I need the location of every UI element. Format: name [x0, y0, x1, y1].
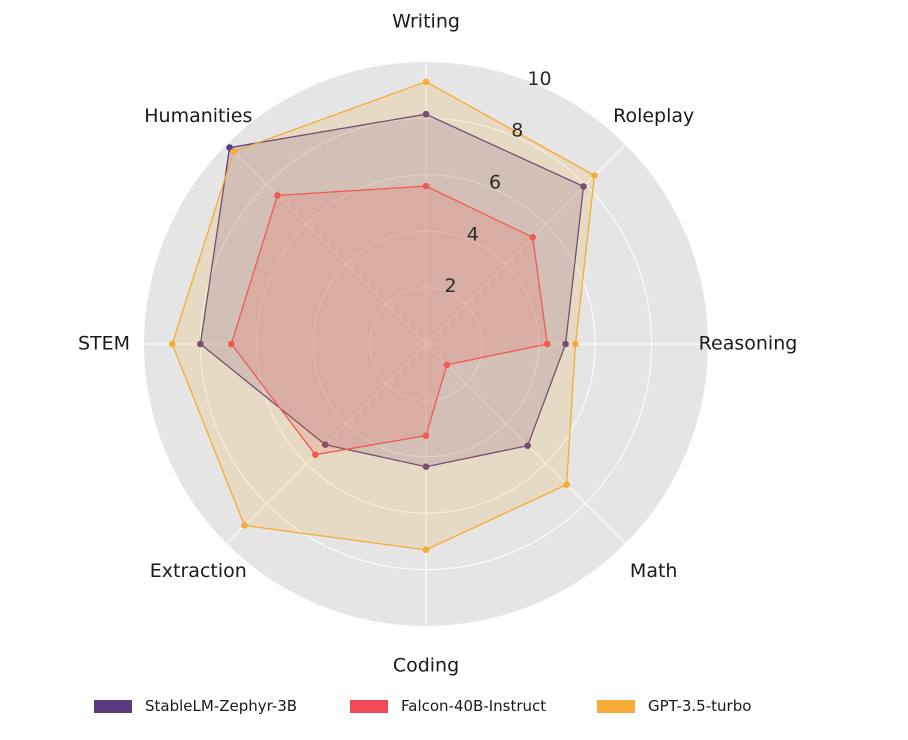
legend-label-series-3: GPT-3.5-turbo — [648, 697, 752, 715]
data-point-2-8 — [274, 192, 281, 199]
legend-item-series-3: GPT-3.5-turbo — [597, 697, 751, 715]
category-label-6: Extraction — [150, 560, 247, 582]
data-point-3-4 — [563, 481, 570, 488]
radar-chart: 2 4 6 8 10 Writing Roleplay Reasoning Math Codin… — [78, 11, 797, 677]
category-label-3: Reasoning — [699, 333, 798, 355]
data-point-1-5 — [422, 463, 430, 470]
data-point-1-6 — [322, 441, 329, 448]
category-label-7: STEM — [78, 333, 130, 355]
category-label-2: Roleplay — [613, 105, 694, 127]
data-point-1-4 — [524, 442, 531, 449]
category-labels: Writing Roleplay Reasoning Math Coding Extrac… — [78, 11, 797, 677]
series-2 — [228, 182, 551, 458]
data-point-3-5 — [422, 546, 430, 554]
data-point-1-8 — [226, 144, 233, 151]
legend-item-series-1: StableLM-Zephyr-3B — [94, 697, 297, 715]
radial-tick-label-4: 8 — [511, 120, 523, 142]
data-point-1-7 — [197, 340, 204, 348]
data-point-2-3 — [543, 340, 551, 348]
category-label-4: Math — [630, 560, 678, 582]
series-layer — [168, 78, 598, 554]
radial-tick-label-2: 4 — [467, 223, 479, 245]
series-3 — [168, 78, 598, 554]
data-point-1-2 — [580, 183, 587, 190]
data-point-1-3 — [562, 340, 569, 348]
category-label-5: Coding — [393, 655, 459, 677]
legend-swatch-series-3 — [597, 699, 635, 713]
legend-swatch-series-2 — [350, 699, 388, 713]
data-point-2-7 — [228, 340, 235, 348]
legend-label-series-1: StableLM-Zephyr-3B — [145, 697, 298, 715]
data-point-3-2 — [591, 172, 598, 179]
data-point-2-4 — [443, 361, 451, 369]
legend-item-series-2: Falcon-40B-Instruct — [350, 697, 546, 715]
grid-spoke-8 — [226, 144, 427, 345]
data-point-3-1 — [422, 78, 430, 86]
data-point-3-7 — [168, 340, 176, 348]
radial-tick-label-3: 6 — [489, 171, 501, 193]
legend: StableLM-Zephyr-3B Falcon-40B-Instruct G… — [0, 697, 908, 727]
data-point-1-1 — [422, 110, 430, 118]
legend-swatch-series-1 — [94, 699, 132, 713]
data-point-3-3 — [572, 340, 579, 348]
radial-tick-labels: 2 4 6 8 10 — [445, 68, 552, 297]
data-point-2-1 — [422, 182, 430, 190]
data-point-3-6 — [241, 522, 248, 529]
data-point-2-2 — [529, 234, 536, 241]
series-1 — [197, 110, 587, 470]
category-label-1: Writing — [392, 11, 460, 33]
category-label-8: Humanities — [144, 105, 252, 127]
data-point-2-5 — [422, 432, 430, 439]
radial-tick-label-1: 2 — [445, 275, 457, 297]
legend-label-series-2: Falcon-40B-Instruct — [401, 697, 547, 715]
data-point-3-8 — [230, 148, 237, 155]
data-point-2-6 — [312, 451, 319, 458]
radial-tick-label-5: 10 — [527, 68, 551, 90]
